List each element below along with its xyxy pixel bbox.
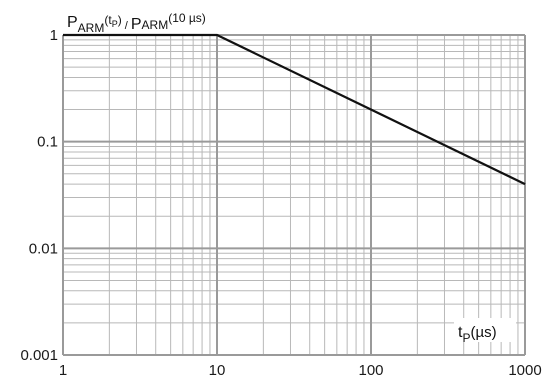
x-tick-label: 1 [59, 362, 67, 379]
x-tick-label: 100 [358, 362, 383, 379]
x-axis-label: tP(µs) [458, 324, 497, 345]
tick-labels: 1 10 100 1000 1 0.1 0.01 0.001 [20, 27, 541, 379]
grid [62, 34, 526, 356]
x-tick-label: 10 [209, 362, 226, 379]
y-tick-label: 1 [50, 27, 58, 44]
x-axis-label-bg [454, 318, 516, 342]
y-axis-label: PARM(tP) / PARM(10 µs) [67, 11, 206, 35]
x-tick-label: 1000 [508, 362, 541, 379]
y-tick-label: 0.01 [29, 240, 58, 257]
series-line [63, 33, 526, 186]
y-tick-label: 0.1 [37, 134, 58, 151]
y-tick-label: 0.001 [20, 347, 58, 364]
